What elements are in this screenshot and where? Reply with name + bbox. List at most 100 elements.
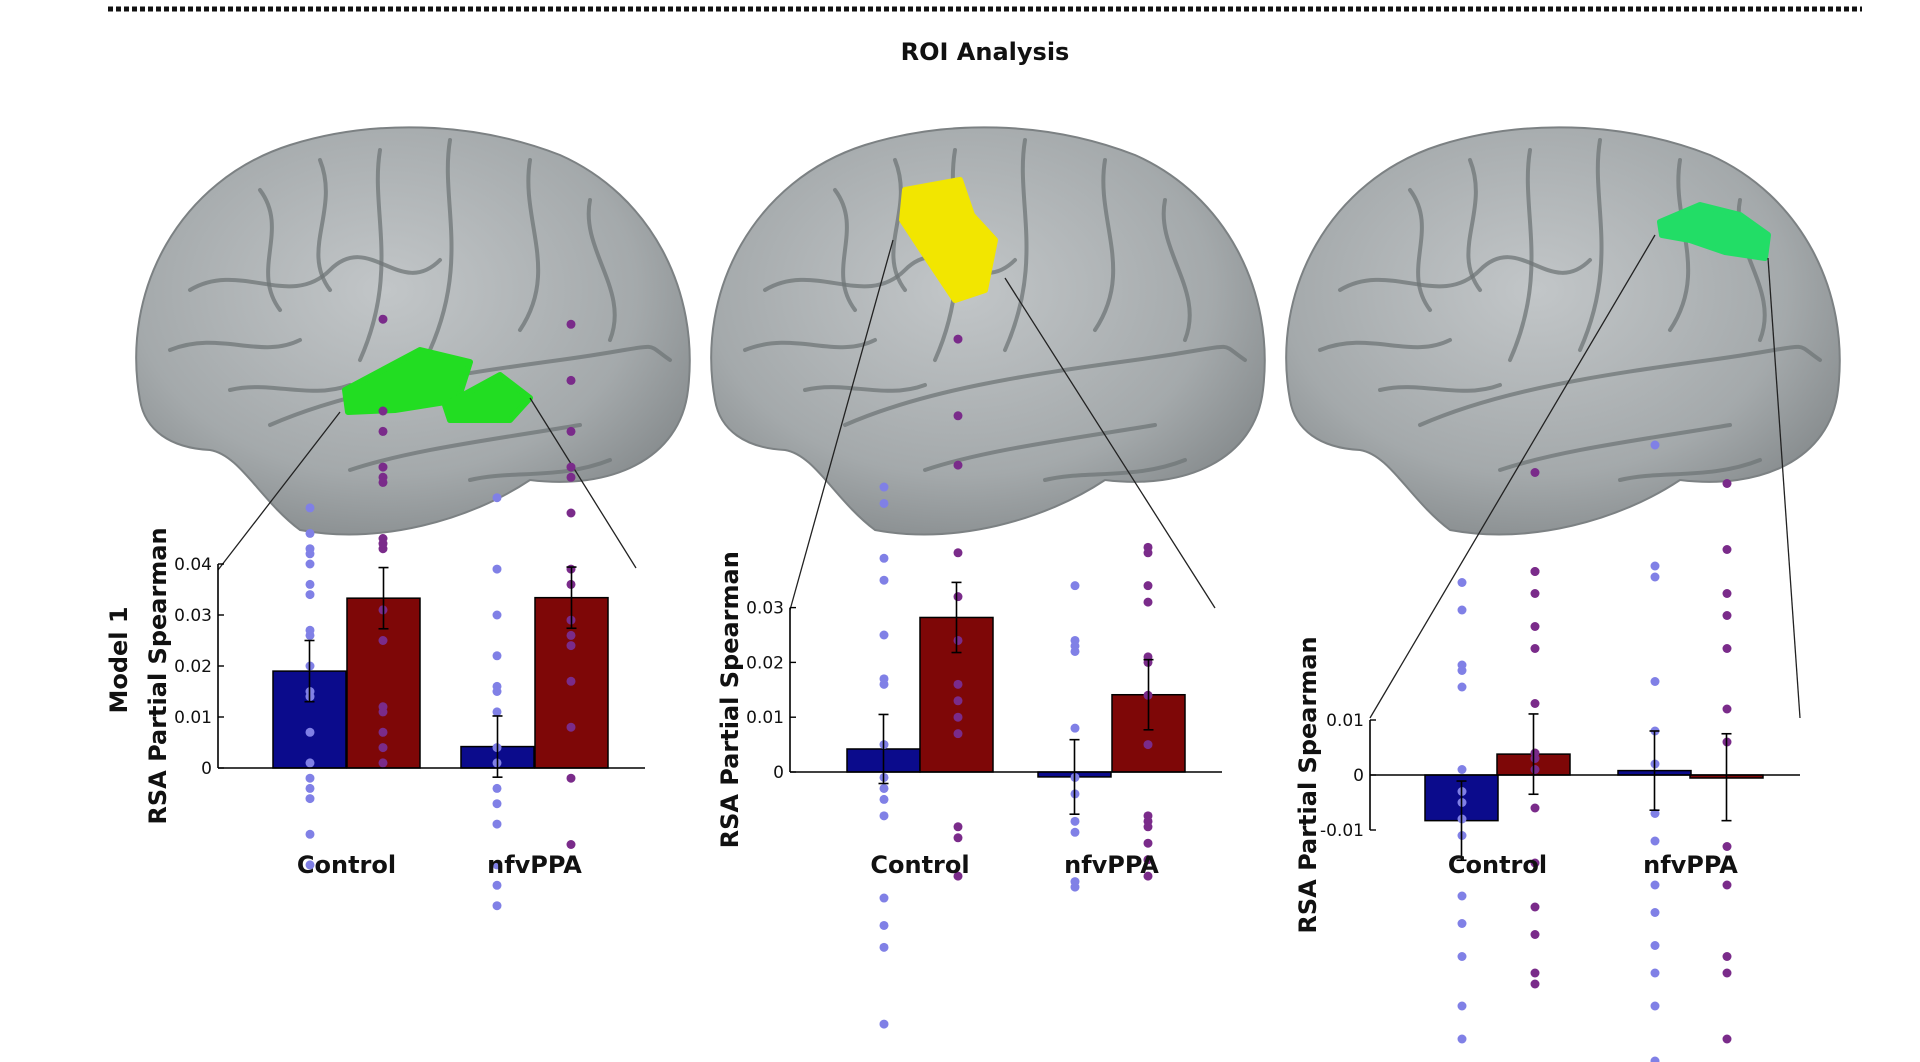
brain-sulcus bbox=[1668, 158, 1691, 332]
participant-point bbox=[566, 375, 576, 385]
participant-point bbox=[492, 860, 502, 870]
participant-point bbox=[953, 871, 963, 881]
brain-render bbox=[710, 126, 1266, 536]
participant-point bbox=[1143, 548, 1153, 558]
participant-point bbox=[566, 641, 576, 651]
brain-sulcus bbox=[1618, 458, 1762, 482]
participant-point bbox=[1722, 545, 1732, 554]
error-bar bbox=[1456, 780, 1467, 862]
participant-point bbox=[1650, 968, 1660, 978]
brain-sulcus bbox=[923, 423, 1157, 472]
category-label-control: Control bbox=[297, 851, 396, 879]
participant-point bbox=[1143, 822, 1153, 832]
participant-point bbox=[566, 630, 576, 640]
participant-point bbox=[566, 426, 576, 436]
participant-point bbox=[305, 579, 315, 589]
brain-sulcus bbox=[843, 344, 1247, 427]
brain-sulcus bbox=[1508, 148, 1534, 362]
brain-sulcus bbox=[188, 255, 442, 292]
participant-point bbox=[1143, 597, 1153, 607]
participant-point bbox=[378, 426, 388, 436]
participant-point bbox=[1650, 1056, 1660, 1062]
participant-point bbox=[566, 319, 576, 329]
participant-point bbox=[378, 539, 388, 549]
participant-point bbox=[492, 799, 502, 809]
participant-point bbox=[305, 829, 315, 839]
participant-point bbox=[1070, 882, 1080, 892]
participant-point bbox=[953, 635, 963, 645]
participant-point bbox=[378, 314, 388, 324]
participant-point bbox=[953, 833, 963, 843]
brain-sulcus bbox=[428, 138, 454, 352]
participant-point bbox=[1457, 605, 1467, 615]
participant-point bbox=[879, 630, 889, 640]
error-bar bbox=[1721, 732, 1732, 822]
error-bar bbox=[1143, 658, 1154, 731]
participant-point bbox=[305, 773, 315, 783]
brain-sulcus bbox=[586, 198, 617, 342]
participant-point bbox=[879, 575, 889, 585]
error-bar bbox=[492, 715, 503, 778]
participant-point bbox=[1722, 1034, 1732, 1044]
participant-point bbox=[1650, 880, 1660, 890]
participant-point bbox=[305, 758, 315, 768]
participant-point bbox=[1530, 930, 1540, 939]
roi-highlight bbox=[1657, 202, 1771, 261]
participant-point bbox=[1650, 572, 1660, 582]
row-label-model-1: Model 1 bbox=[105, 606, 133, 713]
error-bar bbox=[1649, 730, 1660, 812]
participant-point bbox=[879, 893, 889, 903]
category-label-nfvppa: nfvPPA bbox=[487, 851, 582, 879]
brain-outline bbox=[1285, 126, 1841, 536]
participant-point bbox=[1650, 908, 1660, 917]
participant-point bbox=[953, 592, 963, 602]
participant-point bbox=[492, 564, 502, 574]
participant-point bbox=[1650, 440, 1660, 450]
participant-point bbox=[879, 920, 889, 930]
participant-point bbox=[1457, 578, 1467, 587]
participant-point bbox=[492, 610, 502, 620]
participant-point bbox=[1143, 581, 1153, 591]
participant-point bbox=[953, 712, 963, 722]
participant-point bbox=[1070, 581, 1080, 591]
participant-point bbox=[1722, 880, 1732, 890]
participant-point bbox=[1722, 611, 1732, 620]
brain-sulcus bbox=[1378, 383, 1502, 393]
participant-point bbox=[492, 880, 502, 890]
participant-point bbox=[566, 472, 576, 482]
participant-point bbox=[1530, 699, 1540, 708]
participant-point bbox=[305, 549, 315, 559]
brain-render bbox=[135, 126, 691, 536]
category-label-control: Control bbox=[870, 851, 969, 879]
brain-sulcus bbox=[1408, 188, 1432, 312]
participant-point bbox=[1457, 666, 1467, 675]
participant-point bbox=[953, 729, 963, 739]
brain-sulcus bbox=[316, 158, 332, 292]
participant-point bbox=[953, 334, 963, 344]
error-bar bbox=[951, 581, 962, 654]
participant-point bbox=[1143, 871, 1153, 881]
participant-point bbox=[1530, 754, 1540, 763]
participant-point bbox=[1650, 561, 1660, 571]
y-axis-title: RSA Partial Spearman bbox=[144, 527, 172, 824]
category-label-nfvppa: nfvPPA bbox=[1064, 851, 1159, 879]
brain-sulcus bbox=[1003, 138, 1029, 352]
y-tick-label: 0 bbox=[201, 759, 212, 779]
participant-point bbox=[305, 727, 315, 737]
participant-point bbox=[378, 406, 388, 416]
participant-point bbox=[305, 630, 315, 640]
participant-point bbox=[953, 460, 963, 470]
roi-highlight bbox=[899, 177, 998, 303]
participant-point bbox=[1722, 842, 1732, 851]
brain-sulcus bbox=[1093, 158, 1116, 332]
participant-point bbox=[879, 783, 889, 793]
participant-point bbox=[1530, 765, 1540, 774]
brain-sulcus bbox=[468, 458, 612, 482]
participant-point bbox=[879, 679, 889, 689]
brain-sulcus bbox=[228, 383, 352, 393]
participant-point bbox=[879, 794, 889, 804]
brain-sulcus bbox=[891, 158, 907, 292]
participant-point bbox=[378, 462, 388, 472]
participant-point bbox=[879, 811, 889, 821]
